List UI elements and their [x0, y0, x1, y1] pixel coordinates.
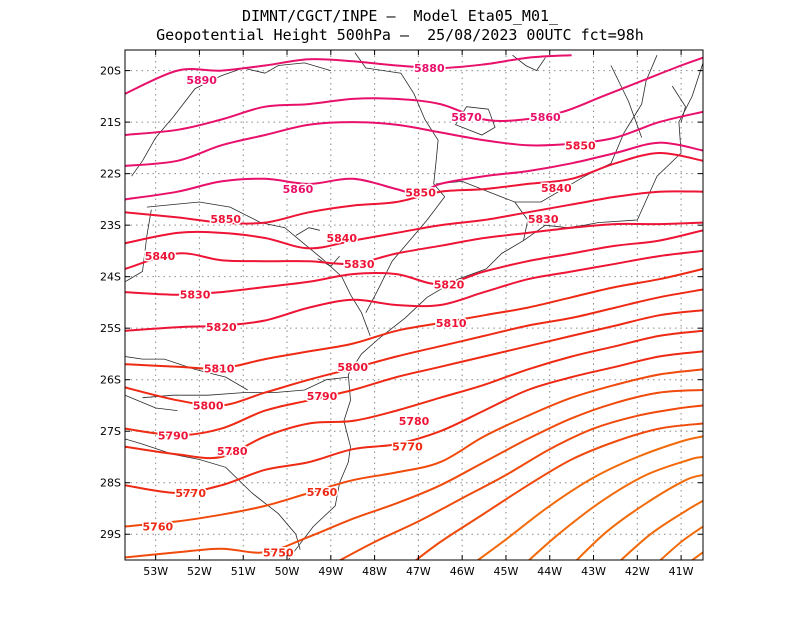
coastline-segment	[125, 394, 178, 411]
contour-label: 5880	[414, 62, 445, 75]
contour-label: 5800	[193, 399, 224, 412]
lon-tick-label: 53W	[143, 565, 168, 578]
chart-title-line1: DIMNT/CGCT/INPE – Model Eta05_M01_	[241, 7, 559, 25]
lon-tick-label: 42W	[625, 565, 650, 578]
height-contour-line	[125, 190, 703, 250]
coastline-segment	[264, 62, 331, 74]
lon-tick-label: 41W	[669, 565, 694, 578]
contour-label: 5770	[175, 487, 206, 500]
coastline-segment	[512, 54, 546, 72]
height-contour-line	[125, 368, 703, 528]
height-contour-line	[338, 404, 703, 560]
height-contour-line	[125, 329, 703, 460]
height-contour-line	[125, 350, 703, 494]
contour-label: 5810	[204, 362, 235, 375]
coastline-segment	[125, 356, 248, 391]
contour-labels: 5890 5880 5870 5860 5850 5860 5850 5840 5850 5830…	[141, 61, 598, 561]
height-contour-line	[659, 525, 703, 560]
height-contour-line	[125, 288, 703, 407]
chart-title-line2: Geopotential Height 500hPa – 25/08/2023 …	[156, 26, 644, 44]
height-contour-line	[527, 456, 703, 560]
contour-label: 5830	[344, 258, 375, 271]
height-contour-line	[125, 229, 703, 296]
height-contour-line	[125, 389, 703, 559]
coastline-segment	[365, 196, 446, 313]
coastline-segment	[142, 376, 349, 399]
height-contour-line	[125, 54, 572, 95]
contour-label: 5860	[530, 111, 561, 124]
lat-tick-label: 20S	[100, 65, 121, 78]
axis-ticks: 20S 21S 22S 23S 24S 25S 26S 27S 28S 29S 53W 52W 51W 5…	[100, 50, 703, 578]
coastline-segment	[287, 62, 703, 560]
height-contour-line	[125, 267, 703, 370]
height-contour-line	[690, 551, 703, 560]
height-contour-line	[125, 309, 703, 437]
contour-label: 5890	[186, 74, 217, 87]
contour-label: 5780	[399, 415, 430, 428]
lon-tick-label: 44W	[537, 565, 562, 578]
height-contour-line	[125, 110, 703, 167]
lon-tick-label: 48W	[362, 565, 387, 578]
coastline-segment	[146, 201, 371, 337]
coastline-segment	[610, 65, 643, 138]
lat-tick-label: 28S	[100, 477, 121, 490]
contour-label: 5850	[565, 139, 596, 152]
coastline-segment	[435, 55, 658, 203]
height-contour-line	[125, 249, 703, 332]
height-contour-line	[125, 151, 703, 225]
contour-label: 5850	[210, 213, 241, 226]
lat-tick-label: 24S	[100, 271, 121, 284]
lon-tick-label: 47W	[406, 565, 431, 578]
lat-tick-label: 27S	[100, 425, 121, 438]
coastline-segment	[125, 209, 152, 283]
lon-tick-label: 49W	[318, 565, 343, 578]
lon-tick-label: 52W	[187, 565, 212, 578]
coastline-segment	[125, 438, 301, 550]
contour-label: 5750	[263, 546, 294, 559]
contour-label: 5830	[180, 289, 211, 302]
map-frame	[124, 49, 704, 561]
height-contour-line	[125, 56, 703, 136]
contour-label: 5800	[337, 361, 368, 374]
contour-label: 5790	[307, 390, 338, 403]
lon-tick-label: 45W	[494, 565, 519, 578]
lon-tick-label: 43W	[581, 565, 606, 578]
contour-label: 5840	[541, 182, 572, 195]
coastline-segment	[455, 106, 496, 136]
coastline-segment	[354, 52, 446, 198]
contour-label: 5810	[436, 317, 467, 330]
height-contour-line	[575, 474, 703, 560]
lat-tick-label: 26S	[100, 374, 121, 387]
contour-label: 5840	[145, 250, 176, 263]
height-contour-line	[125, 141, 703, 201]
height-contour-line	[619, 499, 703, 560]
contour-label: 5780	[217, 445, 248, 458]
lon-tick-label: 50W	[275, 565, 300, 578]
contour-label: 5840	[326, 232, 357, 245]
contour-label: 5820	[434, 278, 465, 291]
height-contour-line	[414, 422, 703, 560]
contour-label: 5850	[405, 187, 436, 200]
contour-label: 5760	[143, 521, 174, 534]
height-contour-line	[125, 221, 703, 270]
height-contours	[125, 54, 703, 560]
contour-label: 5860	[283, 183, 314, 196]
lat-tick-label: 23S	[100, 219, 121, 232]
contour-label: 5830	[528, 213, 559, 226]
contour-label: 5770	[392, 441, 423, 454]
lat-tick-label: 29S	[100, 528, 121, 541]
lon-tick-label: 51W	[231, 565, 256, 578]
contour-label: 5870	[451, 111, 482, 124]
coastline-segment	[295, 227, 320, 236]
contour-label: 5820	[206, 321, 237, 334]
contour-label: 5760	[307, 486, 338, 499]
contour-label: 5790	[158, 429, 189, 442]
height-contour-line	[476, 435, 703, 560]
lat-tick-label: 25S	[100, 322, 121, 335]
lon-tick-label: 46W	[450, 565, 475, 578]
lat-tick-label: 22S	[100, 168, 121, 181]
lat-tick-label: 21S	[100, 116, 121, 129]
